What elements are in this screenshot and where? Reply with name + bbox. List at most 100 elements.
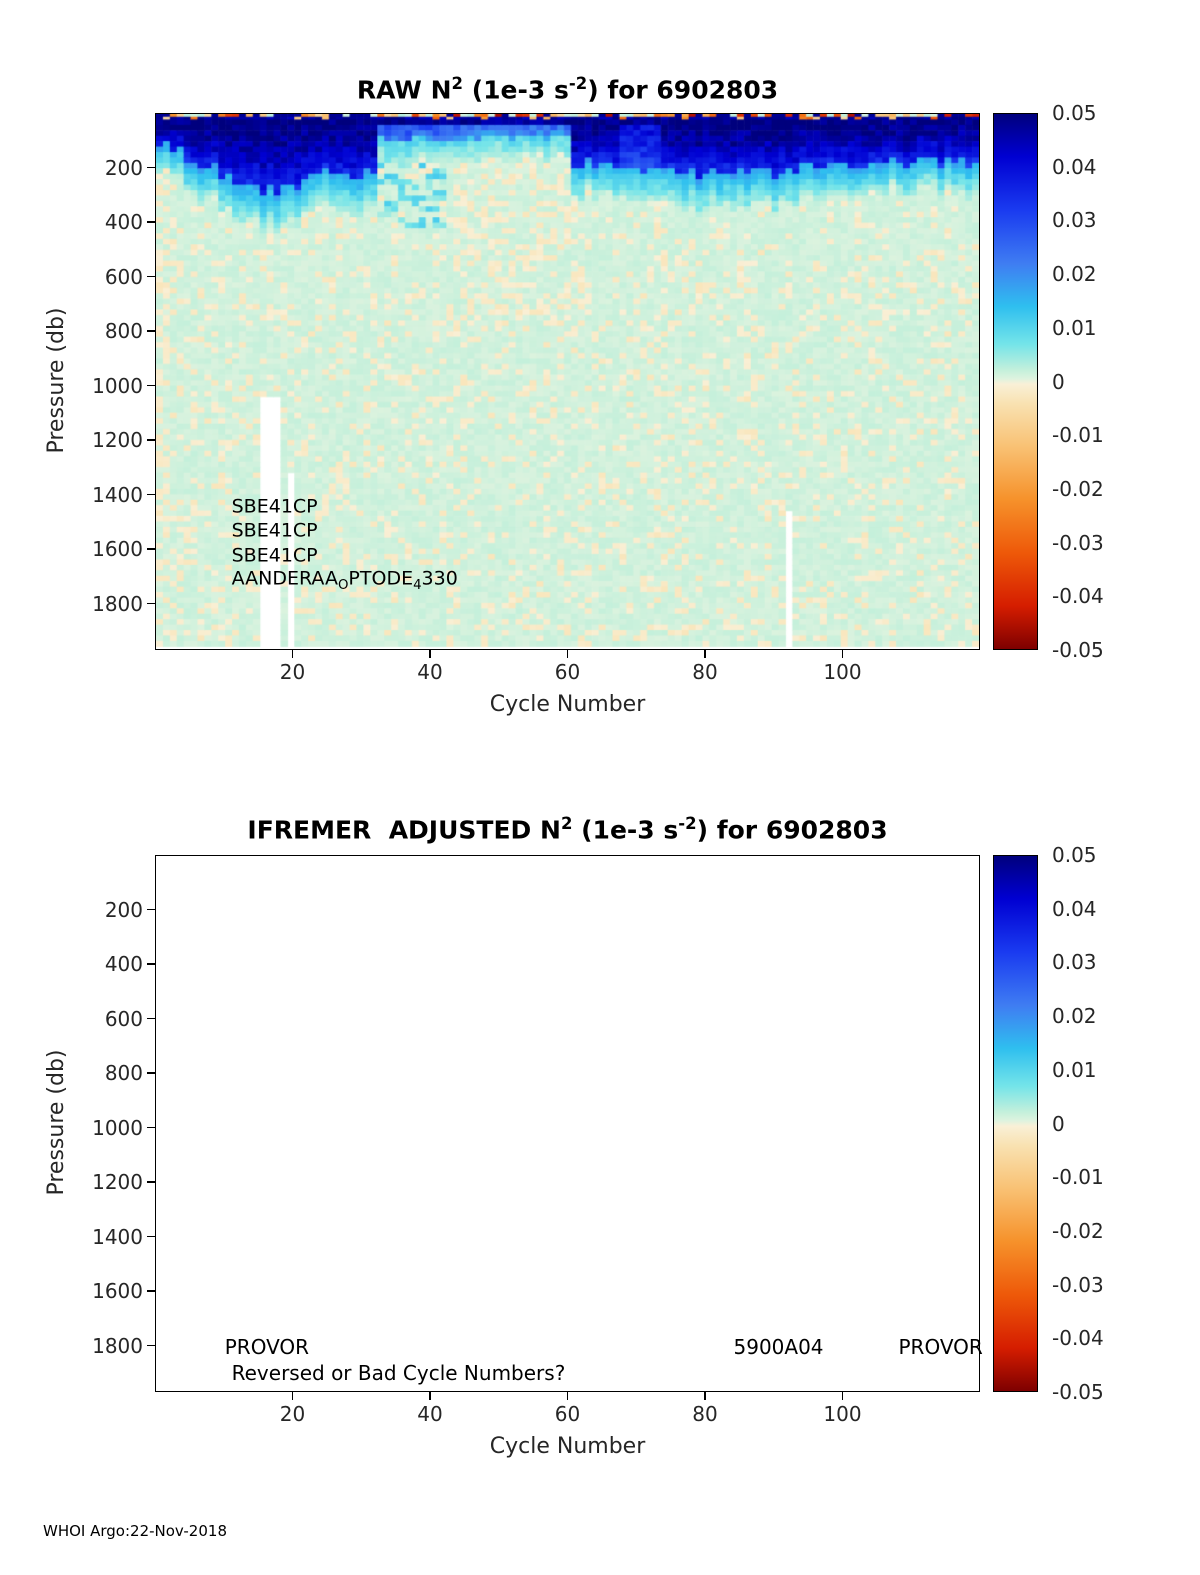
x-axis-label-raw: Cycle Number <box>489 692 646 717</box>
annotation-layer-adjusted: PROVOR 5900A04 PROVOR Reversed or Bad Cycle… <box>156 856 983 1391</box>
y-tick-mark <box>147 963 155 965</box>
y-tick-label: 1400 <box>92 482 143 507</box>
x-tick-mark <box>566 650 569 658</box>
colorbar-tick-label: 0.02 <box>1052 1004 1097 1029</box>
y-tick-mark <box>147 1181 155 1183</box>
colorbar-tick-label: -0.03 <box>1052 530 1104 555</box>
colorbar-tick-label: -0.01 <box>1052 423 1104 448</box>
text-segment: RAW N <box>356 75 452 105</box>
y-tick-mark <box>147 493 155 496</box>
x-tick-label: 100 <box>823 660 862 684</box>
colorbar-tick-label: 0.04 <box>1052 896 1097 921</box>
chart-title-adjusted: IFREMER ADJUSTED N2 (1e-3 s-2) for 69028… <box>155 814 980 844</box>
superscript-text: 2 <box>560 814 573 833</box>
superscript-text: -2 <box>568 74 588 93</box>
y-tick-label: 200 <box>104 155 143 180</box>
y-axis-label-adjusted: Pressure (db) <box>44 1049 69 1196</box>
colorbar-tick-label: -0.05 <box>1052 1380 1104 1404</box>
x-tick-mark <box>841 1392 844 1400</box>
y-tick-mark <box>147 1017 155 1020</box>
x-tick-mark <box>429 1392 431 1400</box>
x-axis-label-adjusted: Cycle Number <box>489 1434 646 1459</box>
y-tick-mark <box>147 166 155 169</box>
colorbar-adjusted <box>993 855 1038 1392</box>
chart-title-raw: RAW N2 (1e-3 s-2) for 6902803 <box>155 74 980 104</box>
colorbar-tick-label: 0.02 <box>1052 262 1097 287</box>
x-tick-mark <box>429 650 431 658</box>
y-tick-label: 1400 <box>92 1224 143 1249</box>
colorbar-tick-label: 0.05 <box>1052 843 1097 867</box>
x-tick-mark <box>566 1392 569 1400</box>
superscript-text: 2 <box>451 74 463 93</box>
colorbar-tick-label: -0.02 <box>1052 1218 1104 1243</box>
y-tick-label: 800 <box>104 319 143 344</box>
text-segment: IFREMER ADJUSTED N <box>247 815 561 845</box>
y-tick-label: 600 <box>104 264 143 289</box>
plot-area-adjusted: PROVOR 5900A04 PROVOR Reversed or Bad Cycle… <box>155 855 983 1392</box>
raw-n2-heatmap <box>156 114 979 649</box>
annotation-provor: PROVOR <box>898 1334 983 1359</box>
x-tick-label: 80 <box>692 660 718 684</box>
x-tick-mark <box>704 1392 706 1400</box>
colorbar-tick-label: 0.03 <box>1052 208 1097 233</box>
annotation-reversed-or-bad-cycle-numbers: Reversed or Bad Cycle Numbers? <box>231 1360 566 1385</box>
superscript-text: -2 <box>678 814 697 833</box>
y-tick-mark <box>147 439 155 441</box>
y-tick-mark <box>147 1126 155 1129</box>
colorbar-tick-label: 0 <box>1052 369 1065 394</box>
subscript-text: O <box>337 577 349 593</box>
text-segment: 330 <box>421 566 458 589</box>
y-tick-label: 400 <box>104 210 143 235</box>
y-tick-label: 1200 <box>92 1170 143 1195</box>
colorbar-tick-label: -0.05 <box>1052 638 1104 662</box>
x-tick-label: 40 <box>417 660 443 684</box>
colorbar-tick-label: 0.03 <box>1052 950 1097 975</box>
x-tick-label: 60 <box>554 660 581 684</box>
y-tick-label: 800 <box>104 1061 143 1086</box>
text-segment: ) for 6902803 <box>696 815 888 845</box>
y-tick-mark <box>147 1290 155 1292</box>
colorbar-tick-label: 0.01 <box>1052 1057 1097 1082</box>
y-tick-mark <box>147 908 155 911</box>
x-tick-mark <box>291 1392 294 1400</box>
x-tick-mark <box>704 650 706 658</box>
x-tick-label: 20 <box>279 1402 306 1426</box>
y-tick-label: 600 <box>104 1006 143 1031</box>
annotation-5900a04: 5900A04 <box>733 1334 824 1359</box>
x-tick-mark <box>841 650 844 658</box>
y-tick-mark <box>147 330 155 332</box>
y-tick-label: 1000 <box>92 373 143 398</box>
text-segment: (1e-3 s <box>463 75 569 105</box>
x-tick-label: 20 <box>279 660 306 684</box>
text-segment: AANDERAA <box>231 566 338 589</box>
plot-area-raw: SBE41CP SBE41CP SBE41CP AANDERAAOPTODE4330 <box>155 113 980 650</box>
annotation-aanderaa-optode-4330: AANDERAAOPTODE4330 <box>232 568 458 593</box>
y-tick-label: 1800 <box>92 1333 143 1358</box>
colorbar-tick-label: 0 <box>1052 1111 1065 1136</box>
x-tick-mark <box>291 650 294 658</box>
colorbar-raw <box>993 113 1038 650</box>
colorbar-tick-label: 0.05 <box>1052 101 1097 125</box>
footer-datestamp: WHOI Argo:22-Nov-2018 <box>43 1522 227 1540</box>
annotation-sbe41cp: SBE41CP <box>231 544 318 567</box>
colorbar-tick-label: -0.04 <box>1052 584 1104 609</box>
y-tick-mark <box>147 602 155 605</box>
y-tick-mark <box>147 221 155 223</box>
subscript-text: 4 <box>413 577 422 593</box>
y-tick-mark <box>147 1344 155 1347</box>
annotation-layer-raw: SBE41CP SBE41CP SBE41CP AANDERAAOPTODE4330 <box>156 114 979 649</box>
y-tick-mark <box>147 1072 155 1074</box>
colorbar-tick-label: 0.04 <box>1052 154 1097 179</box>
x-tick-label: 100 <box>823 1402 862 1426</box>
text-segment: PTODE <box>348 566 414 589</box>
colorbar-tick-label: -0.01 <box>1052 1165 1104 1190</box>
colorbar-tick-label: 0.01 <box>1052 315 1097 340</box>
colorbar-tick-label: -0.03 <box>1052 1272 1104 1297</box>
y-tick-label: 1600 <box>92 1279 143 1304</box>
text-segment: ) for 6902803 <box>587 75 779 105</box>
y-tick-mark <box>147 548 155 550</box>
y-tick-label: 1800 <box>92 591 143 616</box>
colorbar-tick-label: -0.02 <box>1052 476 1104 501</box>
annotation-sbe41cp: SBE41CP <box>231 519 318 542</box>
text-segment: (1e-3 s <box>572 815 679 845</box>
